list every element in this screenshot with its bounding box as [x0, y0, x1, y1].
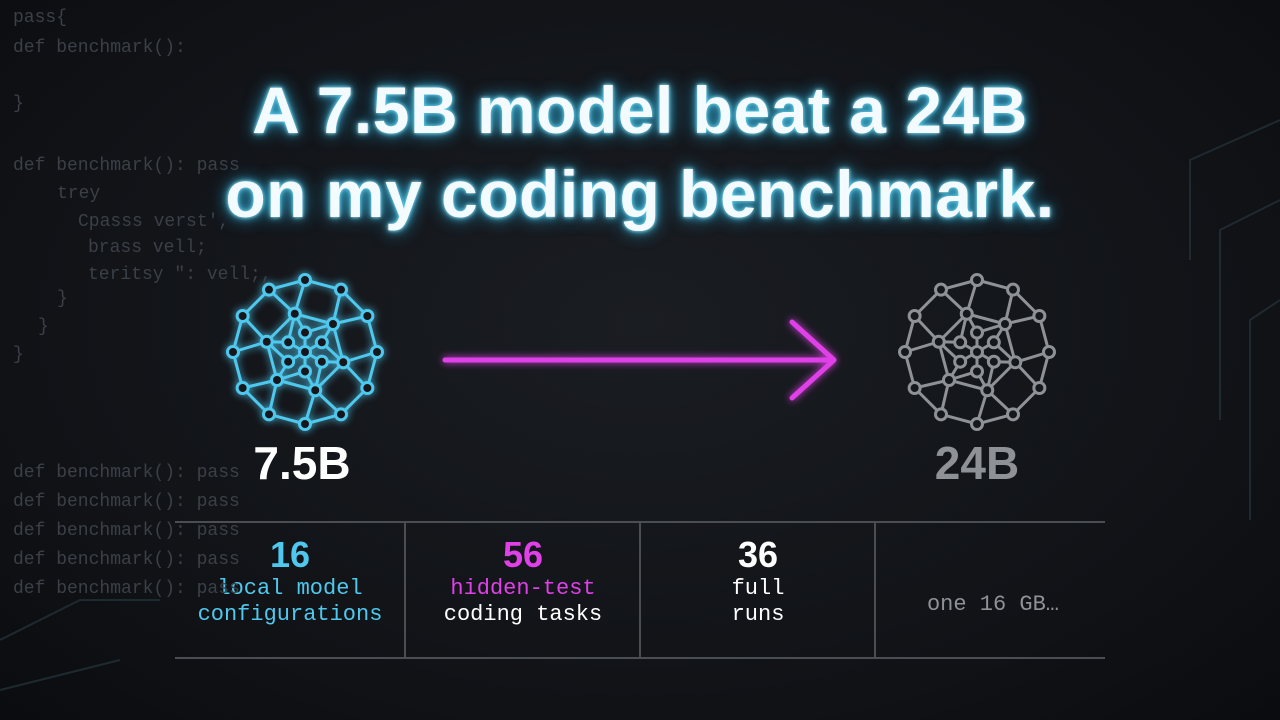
- code-line: brass vell;: [88, 238, 207, 258]
- icon-node: [269, 373, 284, 388]
- icon-node: [370, 345, 384, 359]
- icon-node: [998, 316, 1013, 331]
- icon-node: [1032, 381, 1047, 395]
- icon-node: [1042, 345, 1056, 359]
- icon-node: [281, 335, 296, 350]
- icon-node: [281, 354, 296, 369]
- icon-node: [970, 325, 984, 340]
- icon-node: [953, 335, 968, 350]
- icon-node: [314, 335, 329, 350]
- icon-node: [298, 364, 312, 379]
- icon-node: [360, 381, 375, 395]
- stat-label: full: [731, 576, 785, 601]
- stat-number: 56: [502, 534, 544, 575]
- icon-node: [980, 383, 995, 398]
- network-icon: [226, 273, 384, 431]
- code-line: def benchmark(): pass: [13, 521, 240, 541]
- icon-node: [298, 345, 312, 359]
- icon-node: [959, 306, 974, 321]
- icon-node: [314, 354, 329, 369]
- icon-node: [334, 282, 348, 297]
- stat-number: 16: [269, 534, 311, 575]
- stat-label: local model: [217, 576, 363, 601]
- icon-node: [907, 381, 922, 395]
- code-line: def benchmark(): pass: [13, 550, 240, 570]
- title-line: A 7.5B model beat a 24B: [252, 73, 1028, 147]
- icon-node: [934, 407, 948, 422]
- title-line: on my coding benchmark.: [225, 157, 1055, 231]
- icon-node: [898, 345, 912, 359]
- icon-node: [941, 373, 956, 388]
- icon-node: [970, 345, 984, 359]
- icon-node: [259, 334, 274, 349]
- icon-node: [326, 316, 341, 331]
- icon-node: [1032, 309, 1047, 323]
- icon-node: [235, 309, 250, 323]
- icon-node: [235, 381, 250, 395]
- icon-node: [934, 282, 948, 297]
- code-line: def benchmark(): pass: [13, 492, 240, 512]
- icon-node: [336, 355, 351, 370]
- icon-node: [334, 407, 348, 422]
- icon-node: [1008, 355, 1023, 370]
- model-label: 7.5B: [253, 437, 351, 489]
- code-line: }: [38, 317, 49, 337]
- code-line: def benchmark():: [13, 38, 186, 58]
- code-line: Cpasss verst',: [78, 212, 230, 232]
- stat-label: coding tasks: [443, 602, 603, 627]
- circuit-decor: [0, 119, 1280, 691]
- icon-node: [298, 417, 312, 431]
- icon-node: [308, 383, 323, 398]
- arrow-head: [789, 319, 837, 401]
- network-icon: [898, 273, 1056, 431]
- model-label: 24B: [934, 437, 1020, 489]
- stat-label: configurations: [197, 602, 383, 627]
- code-line: teritsy ": vell;,: [88, 265, 272, 285]
- stats-grid: [175, 521, 1105, 659]
- code-line: def benchmark(): pass: [13, 156, 240, 176]
- stat-label: hidden-test: [450, 576, 596, 601]
- icon-node: [931, 334, 946, 349]
- arrow: [442, 319, 837, 401]
- code-line: def benchmark(): pass: [13, 579, 240, 599]
- icon-node: [1006, 407, 1020, 422]
- code-line: trey: [57, 184, 101, 204]
- stat-label: runs: [731, 602, 785, 627]
- icon-node: [262, 282, 276, 297]
- icon-node: [986, 354, 1001, 369]
- stat-number: 36: [737, 534, 779, 575]
- code-line: def benchmark(): pass: [13, 463, 240, 483]
- code-line: }: [13, 94, 24, 114]
- icon-node: [287, 306, 302, 321]
- icon-node: [360, 309, 375, 323]
- icon-node: [298, 273, 312, 287]
- icon-node: [986, 335, 1001, 350]
- icon-node: [970, 364, 984, 379]
- stat-label: one 16 GB…: [926, 592, 1060, 617]
- icon-node: [262, 407, 276, 422]
- code-line: }: [57, 289, 68, 309]
- icon-node: [226, 345, 240, 359]
- icon-node: [953, 354, 968, 369]
- icon-node: [1006, 282, 1020, 297]
- icon-node: [970, 273, 984, 287]
- icon-node: [970, 417, 984, 431]
- code-line: }: [13, 345, 24, 365]
- icon-node: [907, 309, 922, 323]
- icon-node: [298, 325, 312, 340]
- code-line: pass{: [13, 8, 68, 28]
